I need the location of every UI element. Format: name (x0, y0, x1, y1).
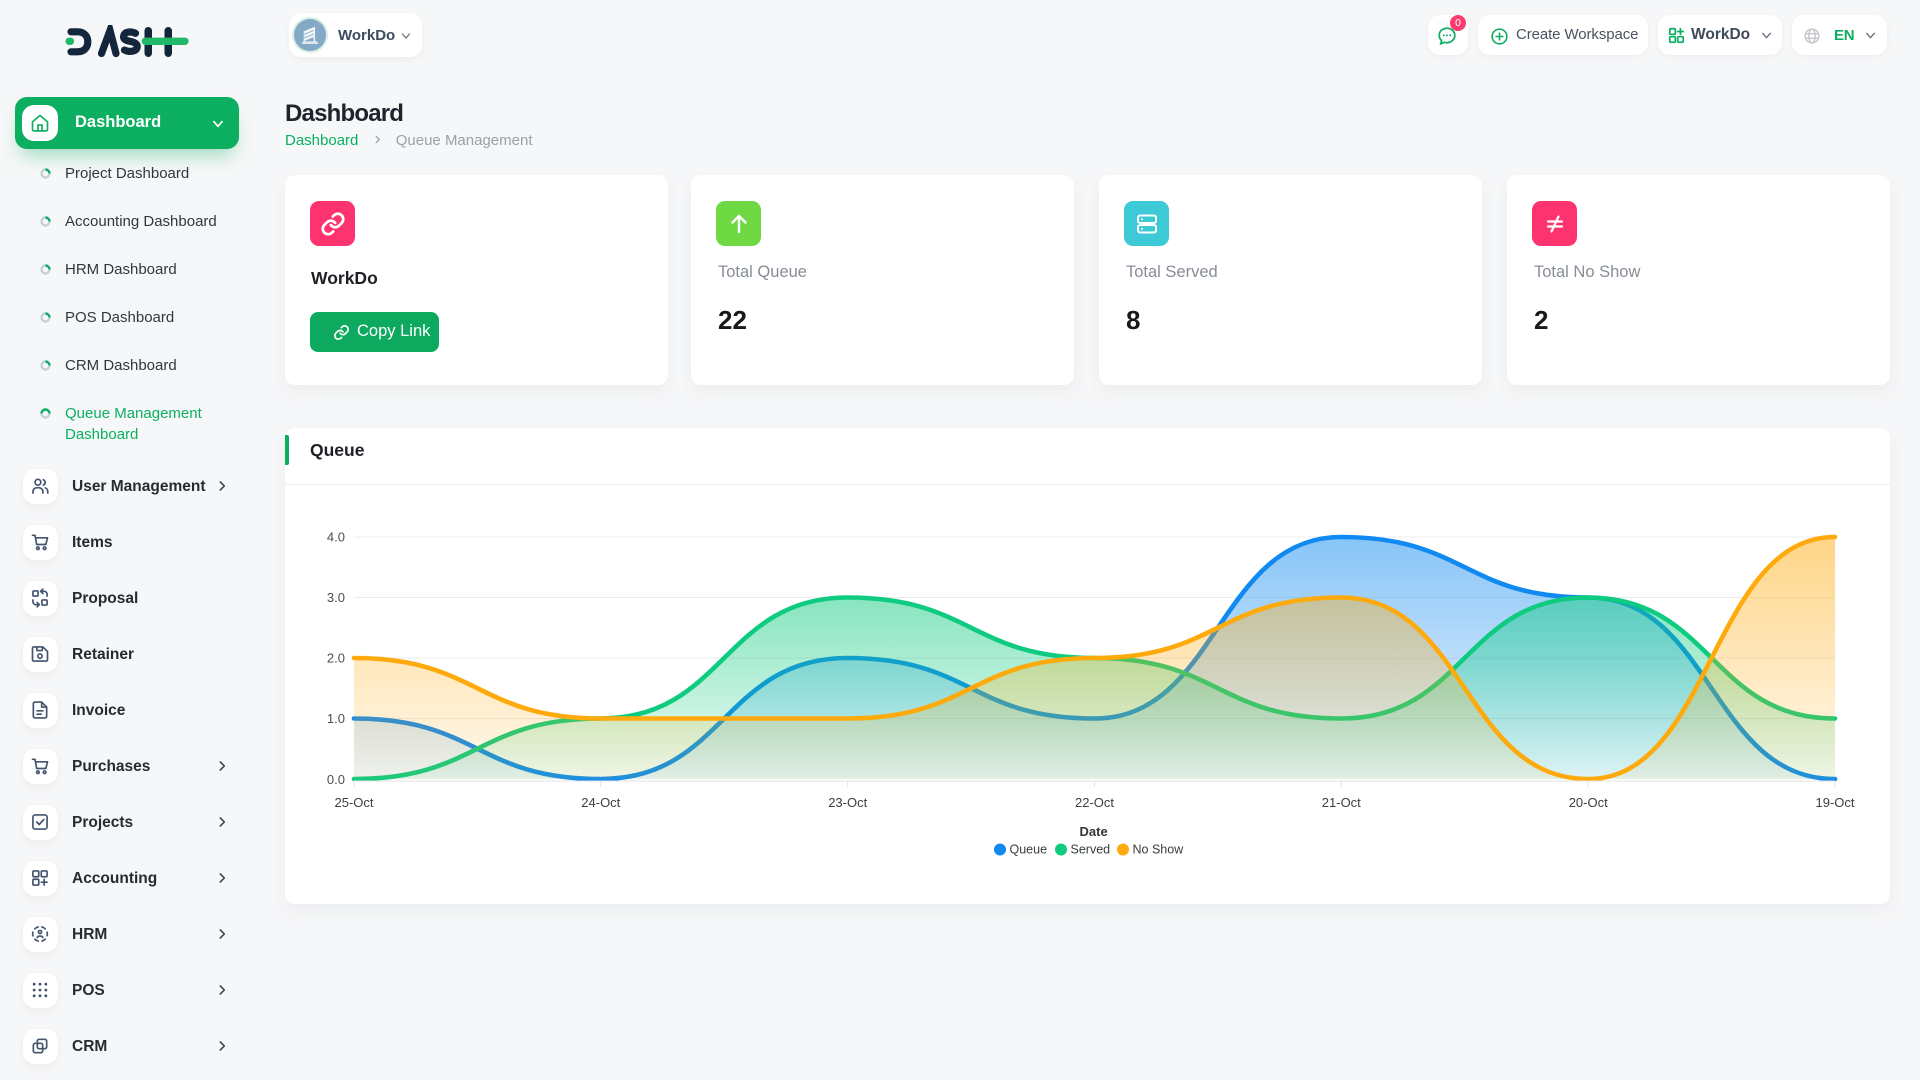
svg-text:3.0: 3.0 (327, 590, 345, 605)
svg-text:23-Oct: 23-Oct (828, 795, 867, 810)
svg-text:24-Oct: 24-Oct (581, 795, 620, 810)
svg-text:19-Oct: 19-Oct (1815, 795, 1854, 810)
svg-text:Queue: Queue (1010, 843, 1048, 857)
svg-text:Date: Date (1080, 824, 1108, 839)
svg-text:21-Oct: 21-Oct (1322, 795, 1361, 810)
svg-text:22-Oct: 22-Oct (1075, 795, 1114, 810)
svg-text:4.0: 4.0 (327, 530, 345, 545)
svg-text:2.0: 2.0 (327, 651, 345, 666)
svg-text:No Show: No Show (1133, 843, 1185, 857)
svg-text:1.0: 1.0 (327, 711, 345, 726)
svg-text:20-Oct: 20-Oct (1569, 795, 1608, 810)
svg-text:Served: Served (1071, 843, 1111, 857)
svg-text:0.0: 0.0 (327, 772, 345, 787)
svg-text:25-Oct: 25-Oct (334, 795, 373, 810)
